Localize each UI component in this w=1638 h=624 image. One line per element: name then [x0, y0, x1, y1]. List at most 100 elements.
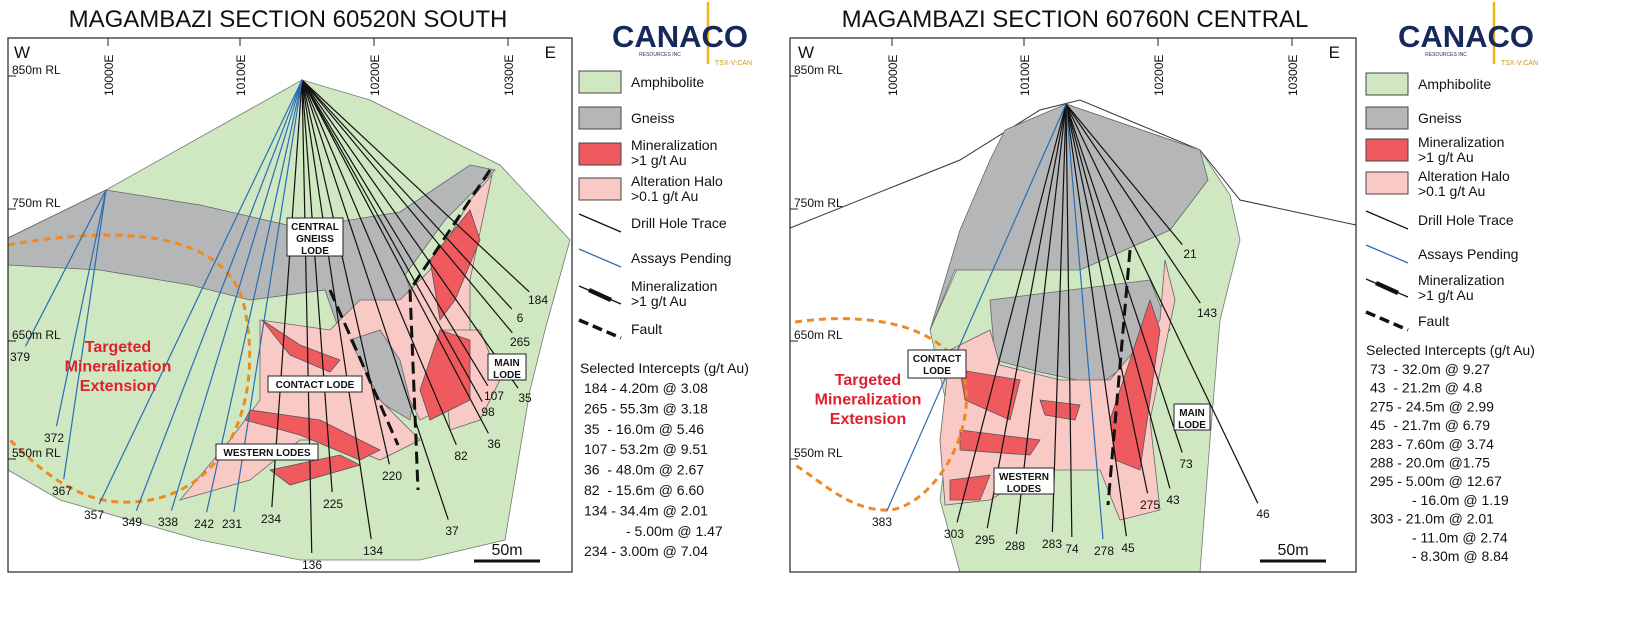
hole-label: 37: [445, 524, 459, 538]
compass-label: E: [1329, 43, 1340, 62]
lode-label-box: [993, 467, 1055, 495]
map-frame: [7, 37, 573, 573]
intercept-row: 45 - 21.7m @ 6.79: [1370, 417, 1490, 433]
rl-label: 750m RL: [12, 196, 61, 210]
hole-label: 379: [10, 350, 30, 364]
drill-hole-trace: [1065, 103, 1171, 489]
intercept-row: - 5.00m @ 1.47: [626, 523, 723, 539]
hole-label: 134: [363, 544, 383, 558]
assay-pending-trace: [135, 79, 303, 512]
intercept-row: - 11.0m @ 2.74: [1412, 529, 1508, 545]
legend-label: Fault: [631, 321, 662, 337]
hole-label: 357: [84, 508, 104, 522]
hole-label: 295: [975, 533, 995, 547]
drill-hole-trace: [1065, 103, 1259, 504]
map-frame: [789, 37, 1357, 573]
fault-line: [1106, 249, 1132, 506]
intercept-row: 35 - 16.0m @ 5.46: [584, 421, 704, 437]
hole-label: 367: [52, 484, 72, 498]
drill-hole-trace: [301, 79, 449, 520]
mineralization-zone: [429, 209, 481, 321]
assay-pending-trace: [63, 189, 107, 480]
legend-label: Gneiss: [1418, 110, 1462, 126]
drill-hole-trace: [1065, 103, 1201, 304]
hole-label: 231: [222, 517, 242, 531]
intercept-row: 265 - 55.3m @ 3.18: [584, 400, 708, 416]
easting-label: 10200E: [1152, 55, 1166, 96]
intercept-row: 283 - 7.60m @ 3.74: [1370, 436, 1494, 452]
hole-label: 303: [944, 527, 964, 541]
drill-hole-trace: [1065, 103, 1073, 538]
mineralization-zone: [1109, 298, 1161, 471]
legend-swatch: [1365, 72, 1409, 96]
lode-label-box: [907, 349, 967, 379]
target-label: Extension: [80, 378, 156, 395]
legend-label: Assays Pending: [631, 250, 731, 266]
legend-swatch: [588, 287, 612, 303]
rl-label: 550m RL: [794, 446, 843, 460]
target-label: Mineralization: [815, 392, 922, 409]
hole-label: 338: [158, 515, 178, 529]
drill-hole-trace: [271, 79, 303, 508]
hole-label: 43: [1166, 493, 1180, 507]
legend-swatch: [578, 70, 622, 94]
drill-hole-trace: [1065, 103, 1183, 246]
logo-ticker: TSX-V:CAN: [1501, 60, 1538, 67]
assay-pending-trace: [233, 79, 303, 513]
drill-hole-trace: [1051, 103, 1067, 533]
gneiss-unit: [929, 103, 1209, 331]
intercept-row: - 8.30m @ 8.84: [1412, 548, 1509, 564]
scale-label: 50m: [1277, 542, 1308, 559]
drill-hole-trace: [1015, 103, 1067, 535]
easting-label: 10300E: [502, 55, 516, 96]
legend-label: Fault: [1418, 313, 1449, 329]
target-label: Extension: [830, 411, 906, 428]
intercept-row: 134 - 34.4m @ 2.01: [584, 502, 708, 518]
drill-hole-trace: [1065, 103, 1183, 453]
lode-label: GNEISS: [296, 234, 334, 245]
hole-label: 288: [1005, 539, 1025, 553]
section-title: MAGAMBAZI SECTION 60760N CENTRAL: [842, 6, 1309, 33]
hole-label: 349: [122, 515, 142, 529]
legend-label: Mineralization: [1418, 272, 1504, 288]
legend-swatch: [1365, 171, 1409, 195]
compass-label: W: [798, 43, 814, 62]
lode-label: MAIN: [494, 358, 520, 369]
target-label: Mineralization: [65, 359, 172, 376]
rl-label: 650m RL: [12, 328, 61, 342]
hole-label: 98: [481, 405, 495, 419]
legend-label: >0.1 g/t Au: [631, 188, 698, 204]
rl-label: 650m RL: [794, 328, 843, 342]
drill-hole-trace: [301, 79, 519, 389]
logo-name: CANACO: [1398, 19, 1534, 54]
hole-label: 143: [1197, 306, 1217, 320]
legend-label: >1 g/t Au: [1418, 149, 1474, 165]
legend-label: >1 g/t Au: [1418, 287, 1474, 303]
easting-label: 10000E: [102, 55, 116, 96]
intercept-row: 234 - 3.00m @ 7.04: [584, 543, 708, 559]
lode-label: CONTACT LODE: [276, 380, 355, 391]
hole-label: 220: [382, 469, 402, 483]
legend-label: Gneiss: [631, 110, 675, 126]
hole-label: 6: [517, 311, 524, 325]
drill-hole-trace: [301, 79, 457, 446]
legend-label: Drill Hole Trace: [631, 215, 727, 231]
assay-pending-trace: [886, 103, 1067, 512]
legend-swatch: [1365, 244, 1409, 264]
lode-label-box: [215, 443, 319, 461]
lode-label-box: [1173, 403, 1211, 431]
legend-swatch: [578, 248, 622, 268]
logo-ticker: TSX-V:CAN: [715, 60, 752, 67]
intercept-row: 43 - 21.2m @ 4.8: [1370, 380, 1482, 396]
logo-name: CANACO: [612, 19, 748, 54]
intercepts-title: Selected Intercepts (g/t Au): [1366, 342, 1535, 358]
assay-pending-trace: [1065, 103, 1104, 540]
legend-label: Amphibolite: [1418, 76, 1491, 92]
section-panel: 184 6 265 107 35 98 36 82 220 37 134 136 225 234 231 24…: [7, 2, 752, 573]
intercept-row: 82 - 15.6m @ 6.60: [584, 482, 704, 498]
rl-label: 750m RL: [794, 196, 843, 210]
drill-hole-trace: [301, 79, 530, 293]
lode-label: LODE: [301, 246, 329, 257]
legend-label: Assays Pending: [1418, 246, 1518, 262]
